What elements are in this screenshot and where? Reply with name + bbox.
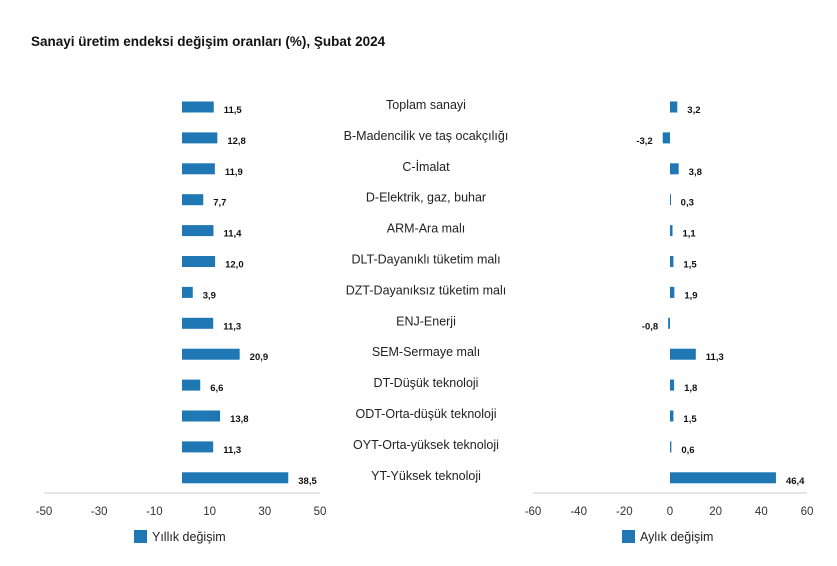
data-label: 46,4	[786, 476, 805, 487]
bar	[670, 348, 696, 360]
data-label: 0,6	[681, 445, 694, 456]
data-label: 11,5	[224, 105, 243, 116]
bar	[182, 163, 215, 175]
legend-swatch	[622, 530, 635, 543]
data-label: 6,6	[210, 383, 223, 394]
category-label: B-Madencilik ve taş ocakçılığı	[344, 129, 509, 143]
data-label: -0,8	[642, 321, 658, 332]
category-label: SEM-Sermaye malı	[372, 345, 480, 359]
data-label: 13,8	[230, 414, 249, 425]
category-label: DLT-Dayanıklı tüketim malı	[351, 253, 500, 267]
bar	[182, 441, 214, 453]
bar	[670, 101, 678, 113]
data-label: -3,2	[636, 136, 652, 147]
legend-swatch	[134, 530, 147, 543]
data-label: 38,5	[298, 476, 317, 487]
legend-label: Yıllık değişim	[152, 530, 226, 544]
x-tick-label: -20	[616, 506, 633, 518]
bar	[182, 472, 289, 484]
data-label: 1,5	[683, 414, 697, 425]
category-label: Toplam sanayi	[386, 98, 466, 112]
bar	[182, 410, 221, 422]
data-label: 3,9	[203, 290, 216, 301]
data-label: 0,3	[681, 198, 694, 209]
x-tick-label: 50	[314, 506, 327, 518]
data-label: 1,9	[684, 290, 697, 301]
category-label: YT-Yüksek teknoloji	[371, 469, 481, 483]
data-label: 3,8	[689, 167, 702, 178]
category-label: C-İmalat	[402, 160, 450, 174]
bar	[670, 410, 674, 422]
x-tick-label: 30	[258, 506, 271, 518]
bar	[670, 441, 672, 453]
x-tick-label: -30	[91, 506, 108, 518]
bar	[182, 348, 240, 360]
x-tick-label: 10	[203, 506, 216, 518]
category-label: DT-Düşük teknoloji	[374, 376, 479, 390]
bar	[182, 132, 218, 144]
data-label: 1,8	[684, 383, 697, 394]
data-label: 11,3	[223, 445, 241, 456]
category-label: ENJ-Enerji	[396, 314, 456, 328]
bar	[182, 317, 214, 329]
bar	[670, 256, 674, 267]
bar	[670, 225, 673, 237]
data-label: 12,0	[225, 260, 244, 271]
bar	[182, 225, 214, 237]
x-tick-label: -10	[146, 506, 163, 518]
bar	[668, 317, 670, 329]
category-label: ARM-Ara malı	[387, 222, 465, 236]
x-tick-label: -40	[570, 506, 587, 518]
data-label: 1,1	[683, 229, 697, 240]
data-label: 11,9	[225, 167, 243, 178]
data-label: 3,2	[687, 105, 700, 116]
chart-title: Sanayi üretim endeksi değişim oranları (…	[31, 34, 386, 49]
x-tick-label: 0	[667, 506, 673, 518]
data-label: 20,9	[250, 352, 269, 363]
category-label: D-Elektrik, gaz, buhar	[366, 191, 486, 205]
x-tick-label: 40	[755, 506, 768, 518]
bar	[670, 472, 776, 484]
data-label: 7,7	[213, 198, 226, 209]
category-label: DZT-Dayanıksız tüketim malı	[346, 283, 506, 297]
bar	[662, 132, 670, 144]
x-tick-label: -50	[36, 506, 53, 518]
data-label: 12,8	[227, 136, 246, 147]
category-label: OYT-Orta-yüksek teknoloji	[353, 438, 499, 452]
bar	[670, 286, 675, 298]
bar	[182, 286, 193, 298]
bar	[670, 194, 671, 206]
legend-label: Aylık değişim	[640, 530, 713, 544]
bar	[670, 163, 679, 175]
category-label: ODT-Orta-düşük teknoloji	[355, 407, 496, 421]
x-tick-label: 60	[801, 506, 814, 518]
bar	[670, 379, 675, 391]
data-label: 1,5	[683, 260, 697, 271]
bar	[182, 194, 204, 206]
data-label: 11,3	[223, 321, 241, 332]
x-tick-label: -60	[525, 506, 542, 518]
bar	[182, 101, 214, 113]
bar	[182, 256, 216, 267]
data-label: 11,4	[223, 229, 242, 240]
data-label: 11,3	[706, 352, 724, 363]
x-tick-label: 20	[709, 506, 722, 518]
bar	[182, 379, 201, 391]
